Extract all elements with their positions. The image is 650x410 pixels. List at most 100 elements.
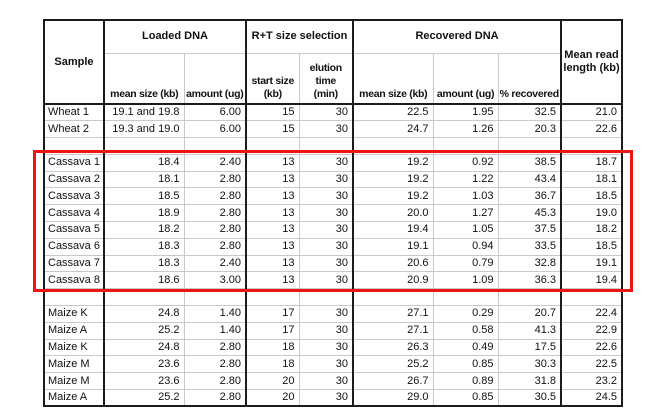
value-cell: 15 xyxy=(246,104,300,122)
value-cell: 30 xyxy=(299,305,354,323)
value-cell: 2.80 xyxy=(184,389,247,407)
value-cell: 0.89 xyxy=(433,372,499,391)
value-cell: 0.94 xyxy=(433,238,499,256)
empty-cell xyxy=(44,288,105,307)
column-header-elution-time: elution time (min) xyxy=(299,53,354,105)
column-header-mean-read-length: Mean read length (kb) xyxy=(561,20,623,105)
sample-name-cell: Maize M xyxy=(44,372,105,391)
value-cell: 1.09 xyxy=(433,271,499,290)
value-cell: 13 xyxy=(246,171,300,189)
value-cell: 18.2 xyxy=(561,221,623,239)
value-cell: 2.80 xyxy=(184,339,247,357)
value-cell: 1.22 xyxy=(433,171,499,189)
value-cell: 20.9 xyxy=(353,271,434,290)
sample-name-cell: Cassava 4 xyxy=(44,204,105,223)
value-cell: 19.1 xyxy=(561,255,623,273)
value-cell: 18.1 xyxy=(104,171,185,189)
value-cell: 1.26 xyxy=(433,120,499,139)
value-cell: 2.80 xyxy=(184,238,247,256)
column-group-rt-size-selection: R+T size selection xyxy=(246,20,354,54)
table-row: Maize M 23.6 2.80 20 30 26.7 0.89 31.8 23.2 xyxy=(44,372,623,391)
value-cell: 2.80 xyxy=(184,372,247,391)
value-cell: 6.00 xyxy=(184,120,247,139)
value-cell: 18.6 xyxy=(104,271,185,290)
value-cell: 23.6 xyxy=(104,355,185,374)
empty-cell xyxy=(246,137,300,155)
value-cell: 41.3 xyxy=(498,322,563,340)
value-cell: 30 xyxy=(299,238,354,256)
value-cell: 31.8 xyxy=(498,372,563,391)
table-row: Maize M 23.6 2.80 18 30 25.2 0.85 30.3 22.5 xyxy=(44,355,623,374)
value-cell: 25.2 xyxy=(104,389,185,407)
value-cell: 1.95 xyxy=(433,104,499,122)
value-cell: 22.5 xyxy=(353,104,434,122)
value-cell: 0.85 xyxy=(433,355,499,374)
value-cell: 24.7 xyxy=(353,120,434,139)
value-cell: 13 xyxy=(246,255,300,273)
value-cell: 13 xyxy=(246,221,300,239)
value-cell: 32.5 xyxy=(498,104,563,122)
empty-cell xyxy=(184,137,247,155)
value-cell: 19.1 xyxy=(353,238,434,256)
sample-name-cell: Cassava 6 xyxy=(44,238,105,256)
value-cell: 18.5 xyxy=(561,238,623,256)
value-cell: 2.80 xyxy=(184,221,247,239)
value-cell: 2.40 xyxy=(184,255,247,273)
value-cell: 30 xyxy=(299,204,354,223)
empty-cell xyxy=(104,288,185,307)
value-cell: 17.5 xyxy=(498,339,563,357)
sample-name-cell: Maize A xyxy=(44,389,105,407)
value-cell: 23.2 xyxy=(561,372,623,391)
sample-name-cell: Maize A xyxy=(44,322,105,340)
value-cell: 30 xyxy=(299,322,354,340)
value-cell: 21.0 xyxy=(561,104,623,122)
value-cell: 18.9 xyxy=(104,204,185,223)
value-cell: 19.1 and 19.8 xyxy=(104,104,185,122)
empty-cell xyxy=(561,288,623,307)
value-cell: 37.5 xyxy=(498,221,563,239)
column-header-recovered-amount: amount (ug) xyxy=(433,53,499,105)
value-cell: 22.5 xyxy=(561,355,623,374)
value-cell: 30.5 xyxy=(498,389,563,407)
table-row: Cassava 4 18.9 2.80 13 30 20.0 1.27 45.3 19.0 xyxy=(44,204,623,223)
table-row: Cassava 3 18.5 2.80 13 30 19.2 1.03 36.7 18.5 xyxy=(44,187,623,206)
sample-name-cell: Cassava 5 xyxy=(44,221,105,239)
value-cell: 1.27 xyxy=(433,204,499,223)
value-cell: 19.4 xyxy=(353,221,434,239)
column-header-recovered-mean-size: mean size (kb) xyxy=(353,53,434,105)
empty-cell xyxy=(498,288,563,307)
table-row: Maize A 25.2 1.40 17 30 27.1 0.58 41.3 22.9 xyxy=(44,322,623,340)
empty-cell xyxy=(433,137,499,155)
value-cell: 30 xyxy=(299,120,354,139)
value-cell: 18.2 xyxy=(104,221,185,239)
value-cell: 20 xyxy=(246,372,300,391)
value-cell: 27.1 xyxy=(353,322,434,340)
column-group-loaded-dna: Loaded DNA xyxy=(104,20,247,54)
value-cell: 30 xyxy=(299,255,354,273)
value-cell: 30 xyxy=(299,355,354,374)
value-cell: 20.3 xyxy=(498,120,563,139)
sample-name-cell: Cassava 1 xyxy=(44,154,105,172)
empty-cell xyxy=(104,137,185,155)
value-cell: 13 xyxy=(246,154,300,172)
value-cell: 18.7 xyxy=(561,154,623,172)
value-cell: 0.29 xyxy=(433,305,499,323)
value-cell: 1.05 xyxy=(433,221,499,239)
value-cell: 22.4 xyxy=(561,305,623,323)
value-cell: 0.92 xyxy=(433,154,499,172)
value-cell: 1.40 xyxy=(184,305,247,323)
value-cell: 30 xyxy=(299,171,354,189)
sample-name-cell: Maize M xyxy=(44,355,105,374)
value-cell: 1.40 xyxy=(184,322,247,340)
value-cell: 30 xyxy=(299,271,354,290)
value-cell: 18.3 xyxy=(104,255,185,273)
value-cell: 30 xyxy=(299,104,354,122)
sample-name-cell: Maize K xyxy=(44,339,105,357)
column-header-loaded-mean-size: mean size (kb) xyxy=(104,53,185,105)
value-cell: 3.00 xyxy=(184,271,247,290)
table-row: Cassava 6 18.3 2.80 13 30 19.1 0.94 33.5 18.5 xyxy=(44,238,623,256)
value-cell: 30.3 xyxy=(498,355,563,374)
value-cell: 24.8 xyxy=(104,339,185,357)
column-header-percent-recovered: % recovered xyxy=(498,53,563,105)
value-cell: 6.00 xyxy=(184,104,247,122)
